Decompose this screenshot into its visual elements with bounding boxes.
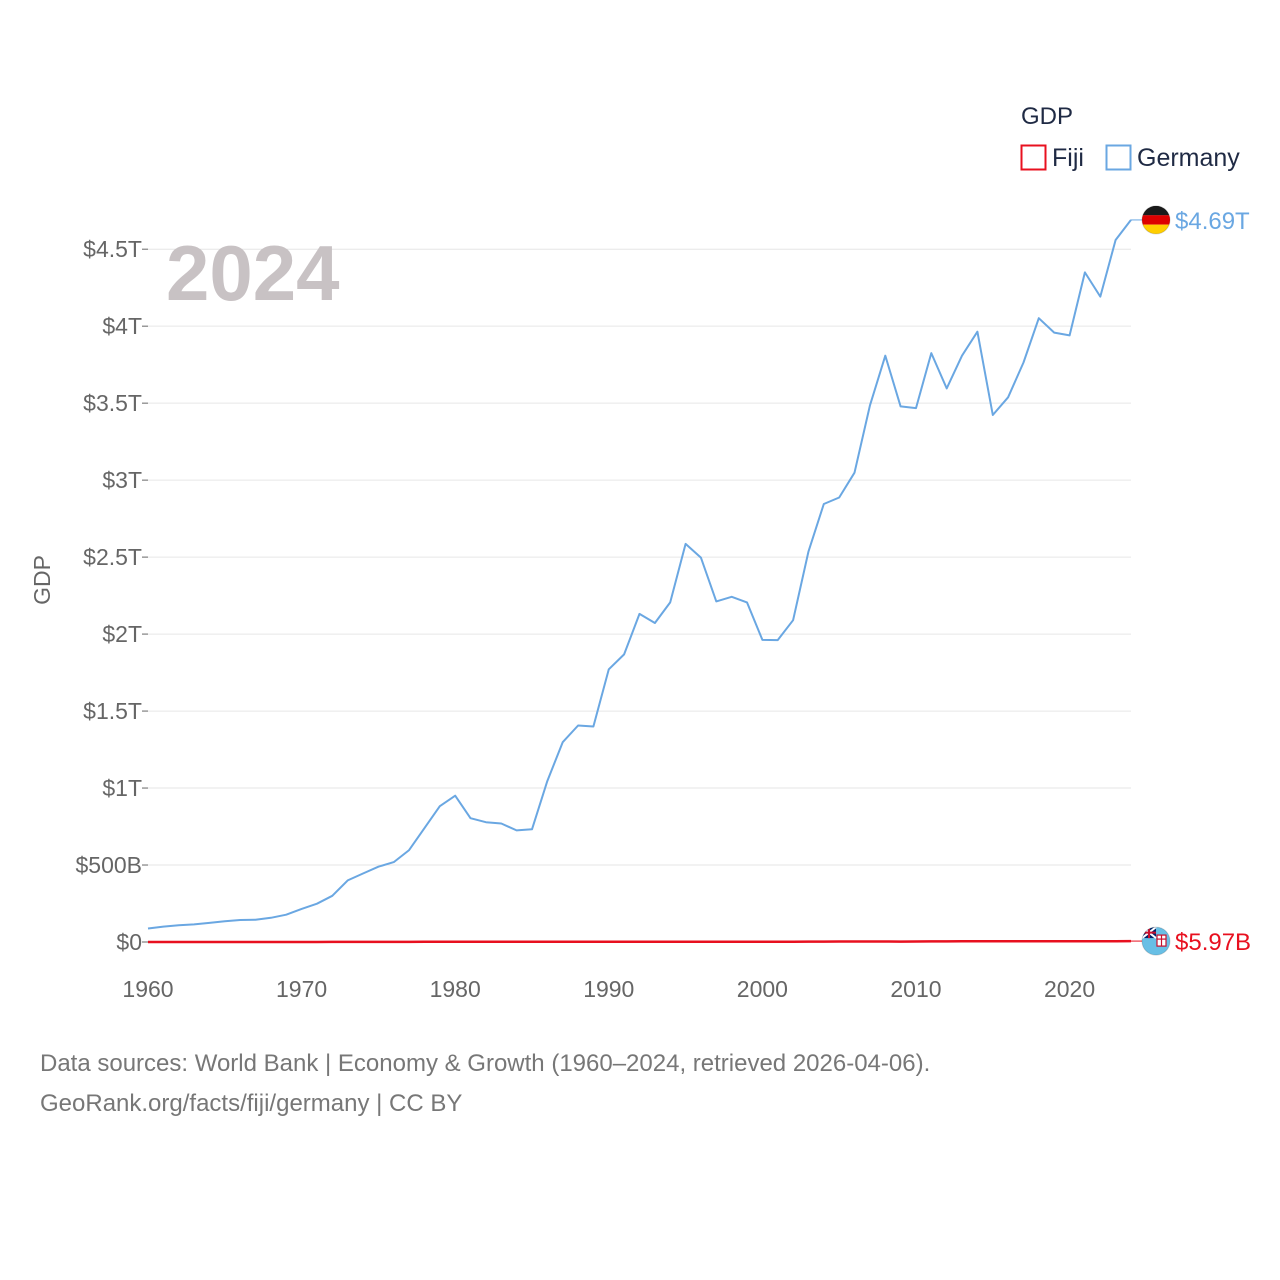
source-link[interactable]: GeoRank.org/facts/fiji/germany | CC BY (40, 1090, 463, 1117)
end-value-label-fiji: $5.97B (1175, 929, 1251, 956)
x-tick-label: 1980 (430, 976, 481, 1002)
y-tick-label: $0 (116, 929, 142, 955)
series-line-germany (147, 219, 1132, 930)
data-sources-text: Data sources: World Bank | Economy & Gro… (40, 1050, 931, 1077)
x-tick-label: 2000 (737, 976, 788, 1002)
x-tick-label: 1990 (583, 976, 634, 1002)
y-tick-label: $4.5T (83, 236, 142, 262)
series-line-fiji (148, 939, 1132, 944)
legend-title: GDP (1021, 103, 1073, 130)
legend-swatch-fiji (1020, 144, 1047, 171)
x-axis-ticks: 1960 1970 1980 1990 2000 2010 2020 (122, 976, 1095, 1002)
y-tick-label: $500B (75, 852, 142, 878)
footer: Data sources: World Bank | Economy & Gro… (40, 1044, 930, 1124)
end-value-label-germany: $4.69T (1175, 208, 1250, 235)
legend-label-fiji: Fiji (1052, 144, 1084, 172)
legend-label-germany: Germany (1137, 144, 1240, 172)
y-axis-title: GDP (29, 555, 55, 605)
x-tick-label: 2020 (1044, 976, 1095, 1002)
y-tick-label: $3T (102, 467, 142, 493)
series-lines (147, 219, 1132, 944)
fiji-flag-icon (1141, 926, 1171, 956)
x-tick-label: 1960 (122, 976, 173, 1002)
y-axis-ticks: $0 $500B $1T $1.5T $2T $2.5T $3T $3.5T $4T $4.5T (75, 236, 148, 955)
y-tick-label: $3.5T (83, 390, 142, 416)
y-tick-label: $1T (102, 775, 142, 801)
y-tick-label: $2T (102, 621, 142, 647)
y-tick-label: $1.5T (83, 698, 142, 724)
y-tick-label: $2.5T (83, 544, 142, 570)
legend-swatch-germany (1105, 144, 1132, 171)
germany-flag-icon (1141, 205, 1171, 235)
year-watermark: 2024 (166, 229, 340, 317)
legend-item-fiji[interactable]: Fiji (1020, 144, 1084, 172)
legend-item-germany[interactable]: Germany (1105, 144, 1241, 172)
grid-lines (148, 248, 1131, 866)
x-tick-label: 2010 (890, 976, 941, 1002)
legend: GDP Fiji Germany (1020, 103, 1241, 172)
x-tick-label: 1970 (276, 976, 327, 1002)
y-tick-label: $4T (102, 313, 142, 339)
end-markers: $5.97B $4.69T (1131, 205, 1251, 956)
